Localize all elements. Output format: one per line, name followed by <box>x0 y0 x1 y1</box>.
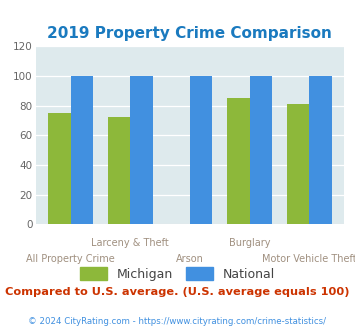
Text: Larceny & Theft: Larceny & Theft <box>91 238 169 248</box>
Bar <box>190 76 212 224</box>
Legend: Michigan, National: Michigan, National <box>75 262 280 286</box>
Title: 2019 Property Crime Comparison: 2019 Property Crime Comparison <box>48 26 332 41</box>
Text: Arson: Arson <box>176 254 204 264</box>
Bar <box>309 76 332 224</box>
Bar <box>130 76 153 224</box>
Text: All Property Crime: All Property Crime <box>26 254 115 264</box>
Bar <box>227 98 250 224</box>
Bar <box>250 76 272 224</box>
Text: Motor Vehicle Theft: Motor Vehicle Theft <box>262 254 355 264</box>
Text: © 2024 CityRating.com - https://www.cityrating.com/crime-statistics/: © 2024 CityRating.com - https://www.city… <box>28 317 327 326</box>
Text: Compared to U.S. average. (U.S. average equals 100): Compared to U.S. average. (U.S. average … <box>5 287 350 297</box>
Bar <box>287 104 309 224</box>
Text: Burglary: Burglary <box>229 238 271 248</box>
Bar <box>48 113 71 224</box>
Bar <box>71 76 93 224</box>
Bar <box>108 117 130 224</box>
